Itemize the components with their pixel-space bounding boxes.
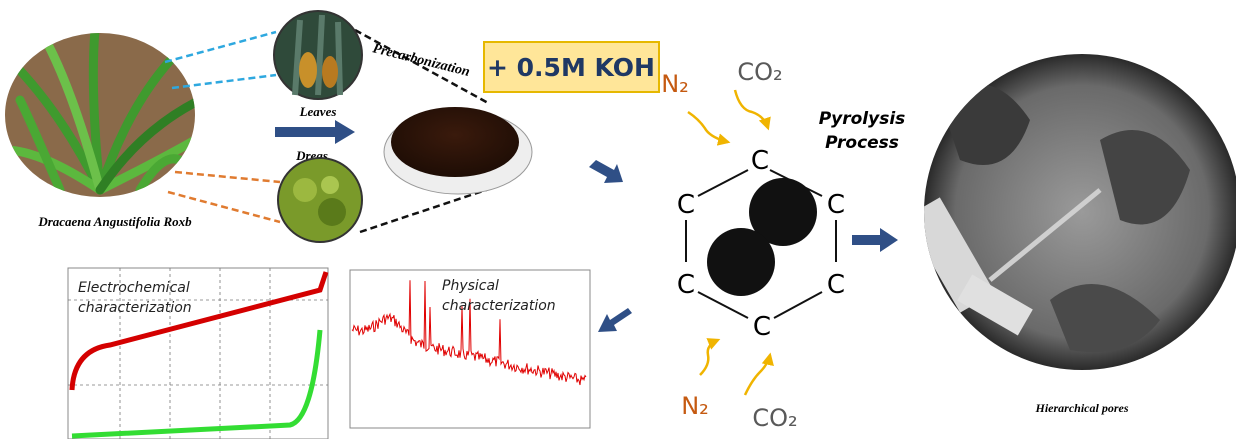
- activation-disc: [707, 228, 775, 296]
- sem-image: [905, 54, 1236, 370]
- precarbonization-label: Precarbonization: [371, 41, 471, 80]
- plot-label: Physical: [442, 278, 499, 294]
- dregs-photo: [278, 158, 362, 242]
- koh-label: + 0.5M KOH: [487, 53, 655, 82]
- carbon-powder: [384, 107, 532, 194]
- ring-atom: C: [827, 270, 845, 300]
- plot-label: characterization: [442, 298, 556, 314]
- ring-atom: C: [677, 270, 695, 300]
- gas-label: N₂: [661, 70, 689, 98]
- sem-caption: Hierarchical pores: [1035, 401, 1129, 415]
- ring-atom: C: [753, 312, 771, 342]
- plot-label: Electrochemical: [78, 280, 190, 296]
- gas-label: CO₂: [752, 404, 797, 432]
- gas-label: N₂: [681, 392, 709, 420]
- leaves-label: Leaves: [299, 104, 337, 119]
- ring-atom: C: [677, 190, 695, 220]
- plant-caption: Dracaena Angustifolia Roxb: [37, 214, 192, 229]
- leaves-photo: [274, 11, 362, 99]
- pyrolysis-label: Pyrolysis: [819, 109, 906, 129]
- gas-label: CO₂: [737, 58, 782, 86]
- ring-atom: C: [751, 146, 769, 176]
- plant-photo: [5, 30, 200, 197]
- pyrolysis-label: Process: [825, 133, 899, 153]
- ring-atom: C: [827, 190, 845, 220]
- diagram: Dracaena Angustifolia Roxb Leaves Dregs …: [0, 0, 1236, 439]
- plot-label: characterization: [78, 300, 192, 316]
